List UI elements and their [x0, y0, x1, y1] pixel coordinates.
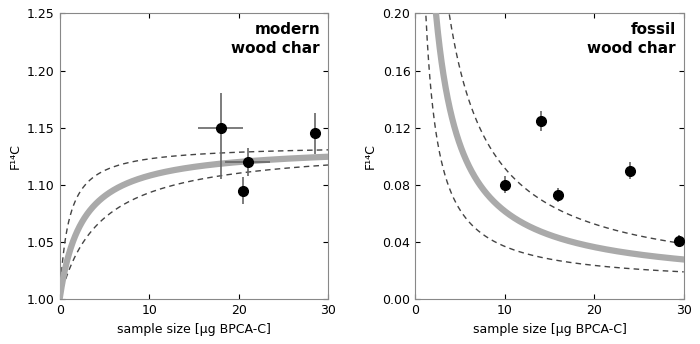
X-axis label: sample size [μg BPCA-C]: sample size [μg BPCA-C]: [473, 323, 626, 336]
Text: modern
wood char: modern wood char: [232, 22, 320, 55]
Text: fossil
wood char: fossil wood char: [587, 22, 676, 55]
Y-axis label: F¹⁴C: F¹⁴C: [364, 143, 377, 169]
Y-axis label: F¹⁴C: F¹⁴C: [8, 143, 21, 169]
X-axis label: sample size [μg BPCA-C]: sample size [μg BPCA-C]: [117, 323, 271, 336]
